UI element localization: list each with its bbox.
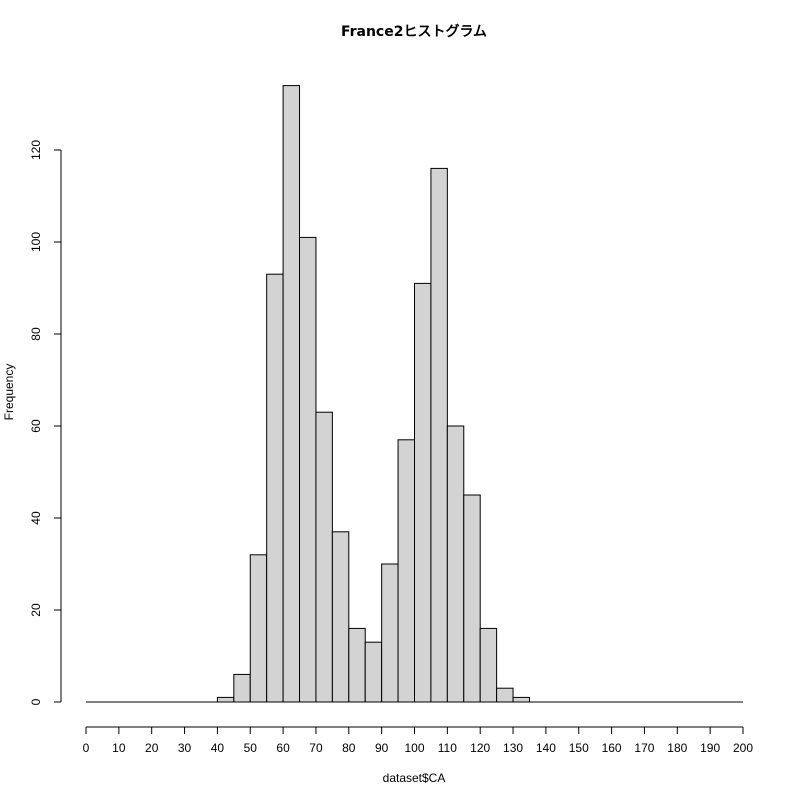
x-tick-label: 200 bbox=[733, 741, 753, 755]
x-tick-label: 10 bbox=[112, 741, 126, 755]
x-tick-label: 170 bbox=[634, 741, 654, 755]
x-tick-label: 140 bbox=[536, 741, 556, 755]
x-tick-label: 40 bbox=[211, 741, 225, 755]
x-tick-label: 100 bbox=[404, 741, 424, 755]
histogram-bar bbox=[233, 673, 251, 703]
histogram-bar bbox=[348, 627, 366, 703]
histogram-bar bbox=[331, 531, 350, 703]
histogram-bar bbox=[414, 282, 432, 703]
histogram-bar bbox=[479, 627, 498, 703]
histogram-bar bbox=[216, 696, 235, 703]
x-tick-label: 90 bbox=[375, 741, 389, 755]
histogram-bar bbox=[299, 236, 317, 703]
histogram-bar bbox=[249, 554, 268, 703]
histogram-bar bbox=[397, 439, 416, 703]
x-tick-label: 30 bbox=[178, 741, 192, 755]
x-tick-label: 80 bbox=[342, 741, 356, 755]
x-tick-label: 150 bbox=[569, 741, 589, 755]
histogram-bar bbox=[496, 687, 514, 703]
x-tick-label: 180 bbox=[667, 741, 687, 755]
histogram-bar bbox=[282, 85, 301, 703]
x-tick-label: 160 bbox=[602, 741, 622, 755]
y-tick-label: 100 bbox=[29, 232, 43, 252]
x-tick-label: 120 bbox=[470, 741, 490, 755]
histogram-bar bbox=[381, 563, 399, 703]
x-tick-label: 190 bbox=[700, 741, 720, 755]
y-tick-label: 120 bbox=[29, 140, 43, 160]
y-tick-label: 0 bbox=[29, 698, 43, 705]
histogram-bar bbox=[512, 696, 530, 703]
y-tick-label: 20 bbox=[29, 603, 43, 617]
y-tick-label: 40 bbox=[29, 511, 43, 525]
histogram-bar bbox=[430, 167, 448, 703]
x-tick-label: 60 bbox=[276, 741, 290, 755]
y-axis-label: Frequency bbox=[2, 364, 16, 421]
y-tick-label: 60 bbox=[29, 419, 43, 433]
x-axis-label: dataset$CA bbox=[383, 771, 446, 785]
x-tick-label: 50 bbox=[244, 741, 258, 755]
chart-title: France2ヒストグラム bbox=[341, 23, 487, 40]
x-tick-label: 20 bbox=[145, 741, 159, 755]
x-tick-label: 110 bbox=[438, 741, 457, 755]
x-tick-label: 130 bbox=[503, 741, 523, 755]
histogram-bar bbox=[364, 641, 383, 703]
histogram-bar bbox=[315, 411, 333, 703]
histogram-bar bbox=[463, 494, 481, 703]
histogram-bar bbox=[266, 273, 284, 703]
x-tick-label: 70 bbox=[309, 741, 323, 755]
histogram-bar bbox=[446, 425, 465, 703]
x-tick-label: 0 bbox=[83, 741, 90, 755]
y-tick-label: 80 bbox=[29, 327, 43, 341]
